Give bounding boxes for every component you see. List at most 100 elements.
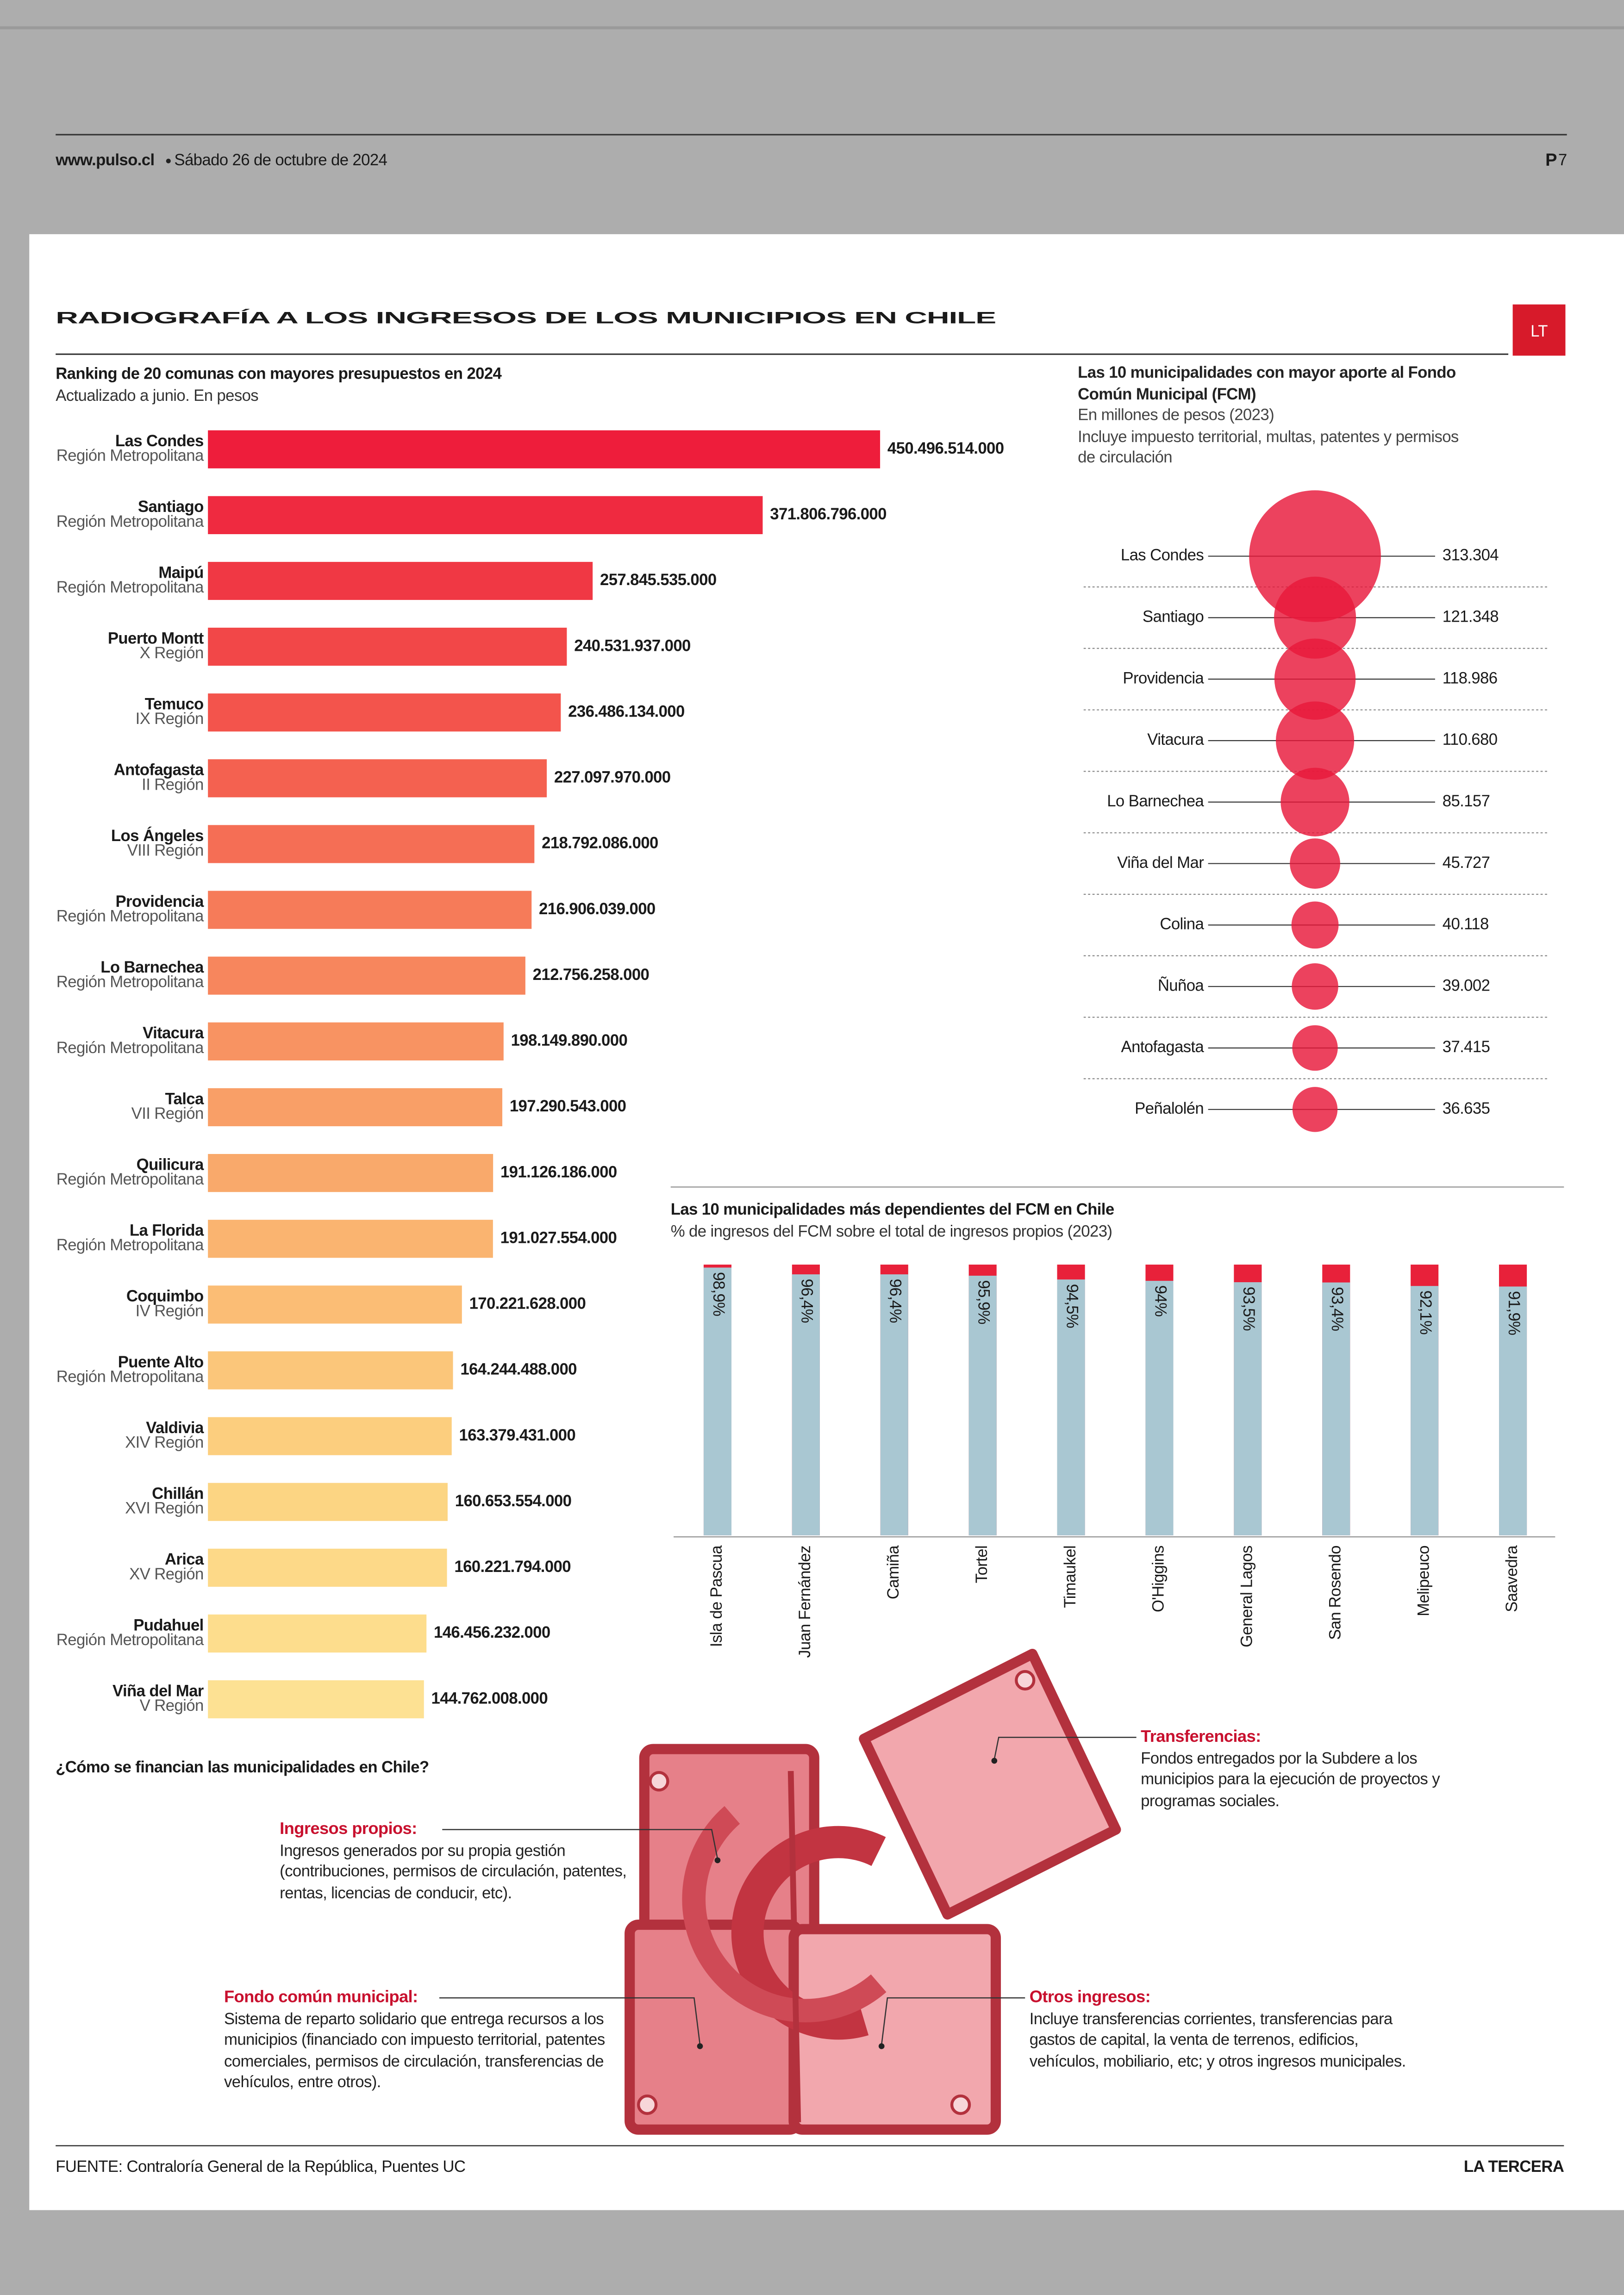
leader-line	[442, 1829, 718, 1859]
hole	[1015, 1670, 1036, 1691]
bar	[208, 1022, 504, 1060]
category-label: Las Condes	[1121, 547, 1204, 564]
value-label: 170.221.628.000	[469, 1295, 586, 1313]
bar	[208, 759, 547, 798]
financing-item: Ingresos propios: Ingresos generados por…	[280, 1819, 631, 1905]
region-label: IV Región	[136, 1302, 204, 1320]
bar	[208, 1351, 453, 1390]
category-label: Puerto Montt	[108, 630, 204, 647]
category-label: Talca	[165, 1090, 204, 1108]
region-label: Región Metropolitana	[56, 447, 204, 465]
value-label: 94,5%	[1063, 1284, 1081, 1328]
value-label: 118.986	[1443, 669, 1498, 687]
bubble-title: Las 10 municipalidades con mayor aporte …	[1078, 364, 1456, 404]
item-title: Ingresos propios:	[280, 1821, 417, 1839]
bar	[208, 627, 567, 666]
hole	[637, 2094, 658, 2115]
main-title: RADIOGRAFÍA A LOS INGRESOS DE LOS MUNICI…	[56, 309, 996, 327]
category-label: Viña del Mar	[1117, 854, 1204, 872]
region-label: Región Metropolitana	[56, 1631, 204, 1649]
category-label: Las Condes	[115, 432, 204, 450]
logo: LT	[1530, 323, 1548, 340]
region-label: Región Metropolitana	[56, 1236, 204, 1254]
bubble	[1291, 901, 1339, 949]
value-label: 212.756.258.000	[533, 966, 650, 984]
item-text: Fondos entregados por la Subdere a los m…	[1141, 1750, 1440, 1810]
value-label: 96,4%	[887, 1279, 904, 1323]
item-text: Incluye transferencias corrientes, trans…	[1029, 2010, 1406, 2071]
bar	[1234, 1282, 1262, 1535]
leader-dot	[714, 1857, 721, 1864]
financing-title: ¿Cómo se financian las municipalidades e…	[56, 1759, 429, 1776]
category-label: Providencia	[1123, 669, 1204, 687]
value-label: 160.221.794.000	[454, 1558, 571, 1576]
value-label: 191.126.186.000	[500, 1163, 617, 1181]
region-label: XVI Región	[125, 1500, 204, 1517]
leader-dot	[991, 1758, 998, 1764]
category-label: Puente Alto	[118, 1353, 204, 1371]
value-label: 94%	[1151, 1285, 1169, 1317]
region-label: XV Región	[129, 1565, 204, 1583]
category-label: Chillán	[152, 1485, 203, 1503]
category-label: O'Higgins	[1150, 1546, 1168, 1612]
category-label: La Florida	[130, 1222, 204, 1240]
bar	[208, 1548, 447, 1587]
bar	[880, 1274, 908, 1535]
category-label: Peñalolén	[1135, 1100, 1204, 1117]
leader-dot	[878, 2043, 885, 2049]
bar	[1145, 1281, 1174, 1535]
bar	[1057, 1279, 1085, 1535]
bubble	[1280, 767, 1349, 836]
region-label: Región Metropolitana	[56, 1039, 204, 1057]
category-label: Arica	[165, 1551, 204, 1568]
region-label: IX Región	[136, 710, 204, 728]
bar	[208, 496, 763, 534]
bar	[1411, 1286, 1439, 1535]
region-label: VII Región	[131, 1105, 204, 1123]
value-label: 36.635	[1443, 1100, 1490, 1117]
item-title: Otros ingresos:	[1029, 1989, 1151, 2007]
value-label: 160.653.554.000	[455, 1492, 572, 1510]
category-label: Antofagasta	[1121, 1038, 1205, 1056]
page-number: 7	[1558, 151, 1567, 169]
value-label: 218.792.086.000	[542, 835, 658, 852]
bar	[208, 1285, 462, 1324]
item-text: Ingresos generados por su propia gestión…	[280, 1842, 627, 1902]
leader-lines	[439, 1737, 1137, 2045]
source: FUENTE: Contraloría General de la Repúbl…	[56, 2158, 465, 2176]
bar	[792, 1274, 820, 1535]
value-label: 144.762.008.000	[431, 1690, 548, 1707]
value-label: 98,9%	[710, 1272, 727, 1316]
category-label: Melipeuco	[1415, 1546, 1432, 1616]
value-label: 236.486.134.000	[568, 703, 685, 720]
region-label: Región Metropolitana	[56, 908, 204, 925]
hole	[950, 2094, 971, 2115]
value-label: 227.097.970.000	[554, 769, 671, 786]
region-label: Región Metropolitana	[56, 1171, 204, 1188]
bar	[208, 1483, 448, 1521]
region-label: Región Metropolitana	[56, 1368, 204, 1385]
bar	[208, 956, 525, 995]
bar	[208, 1088, 503, 1127]
category-label: Maipú	[158, 564, 203, 581]
region-label: XIV Región	[125, 1434, 204, 1452]
bar	[208, 1220, 493, 1258]
category-label: Juan Fernández	[796, 1546, 814, 1658]
brand: LA TERCERA	[1464, 2158, 1564, 2176]
region-label: Región Metropolitana	[56, 579, 204, 596]
date: Sábado 26 de octubre de 2024	[174, 151, 387, 169]
value-label: 95,9%	[974, 1280, 992, 1324]
bubble-note: Incluye impuesto territorial, multas, pa…	[1078, 428, 1459, 468]
leader-line	[439, 1997, 701, 2045]
value-label: 39.002	[1443, 977, 1490, 994]
category-label: Valdivia	[146, 1419, 204, 1437]
bullet	[166, 158, 171, 163]
region-label: Región Metropolitana	[56, 973, 204, 991]
puzzle-piece	[859, 1648, 1121, 1920]
item-title: Transferencias:	[1141, 1728, 1261, 1746]
category-label: Temuco	[145, 696, 204, 713]
hole	[649, 1771, 669, 1792]
value-label: 93,4%	[1328, 1287, 1346, 1331]
